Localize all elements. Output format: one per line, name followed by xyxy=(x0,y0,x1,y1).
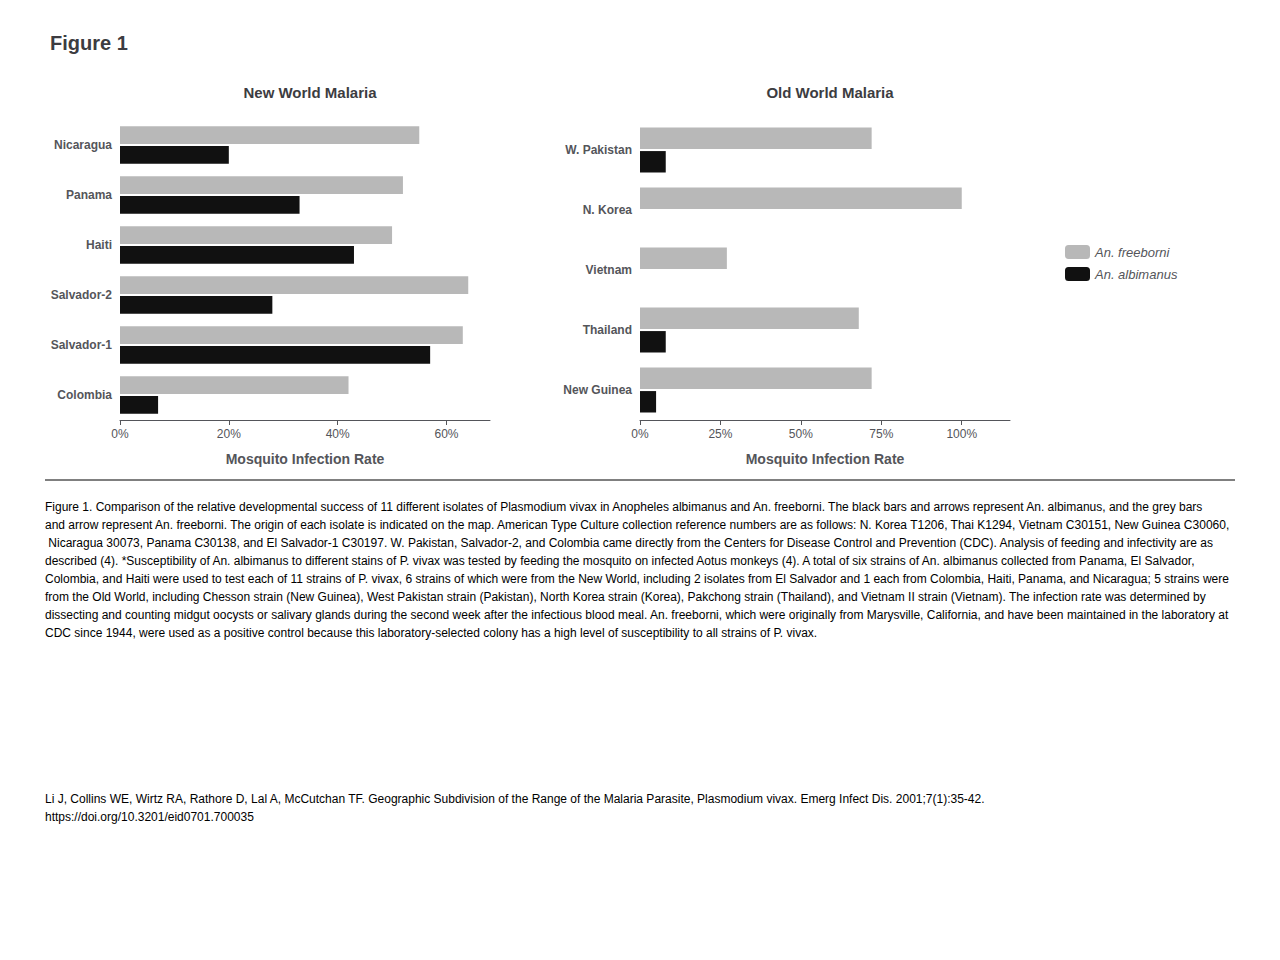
svg-text:https://doi.org/10.3201/eid070: https://doi.org/10.3201/eid0701.700035 xyxy=(45,810,254,824)
svg-text:Thailand: Thailand xyxy=(583,323,632,337)
svg-text:100%: 100% xyxy=(946,427,977,441)
svg-text:Salvador-2: Salvador-2 xyxy=(51,288,113,302)
svg-text:20%: 20% xyxy=(217,427,241,441)
svg-text:N. Korea: N. Korea xyxy=(583,203,633,217)
svg-text:Colombia: Colombia xyxy=(57,388,112,402)
svg-text:An. freeborni: An. freeborni xyxy=(1094,245,1171,260)
svg-text:0%: 0% xyxy=(111,427,129,441)
svg-text:and arrow represent An. freebo: and arrow represent An. freeborni. The o… xyxy=(45,518,1229,532)
svg-text:Panama: Panama xyxy=(66,188,112,202)
svg-text:New World Malaria: New World Malaria xyxy=(243,84,377,101)
svg-text:0%: 0% xyxy=(631,427,649,441)
svg-text:Figure 1. Comparison of the re: Figure 1. Comparison of the relative dev… xyxy=(45,500,1206,514)
svg-text:60%: 60% xyxy=(434,427,458,441)
svg-text:CDC since 1944, were used as a: CDC since 1944, were used as a positive … xyxy=(45,626,817,640)
svg-text:25%: 25% xyxy=(708,427,732,441)
svg-text:Mosquito Infection Rate: Mosquito Infection Rate xyxy=(746,451,905,467)
svg-text:Figure 1: Figure 1 xyxy=(50,32,128,54)
svg-text:Old World Malaria: Old World Malaria xyxy=(766,84,894,101)
svg-text:Nicaragua: Nicaragua xyxy=(54,138,112,152)
svg-text:Vietnam: Vietnam xyxy=(586,263,632,277)
svg-text:Salvador-1: Salvador-1 xyxy=(51,338,113,352)
svg-text:Haiti: Haiti xyxy=(86,238,112,252)
svg-text:New Guinea: New Guinea xyxy=(563,383,632,397)
svg-text:Mosquito Infection Rate: Mosquito Infection Rate xyxy=(226,451,385,467)
svg-text:W. Pakistan: W. Pakistan xyxy=(565,143,632,157)
svg-text:50%: 50% xyxy=(789,427,813,441)
svg-text:from the Old World, including: from the Old World, including Chesson st… xyxy=(45,590,1209,604)
svg-text:Colombia, and Haiti were used: Colombia, and Haiti were used to test ea… xyxy=(45,572,1232,586)
svg-text:An. albimanus: An. albimanus xyxy=(1094,267,1178,282)
svg-text:Nicaragua 30073, Panama C30138: Nicaragua 30073, Panama C30138, and El S… xyxy=(45,536,1216,550)
svg-text:described (4). *Susceptibility: described (4). *Susceptibility of An. al… xyxy=(45,554,1198,568)
svg-text:dissecting and counting midgut: dissecting and counting midgut oocysts o… xyxy=(45,608,1232,622)
svg-text:75%: 75% xyxy=(869,427,893,441)
svg-text:40%: 40% xyxy=(326,427,350,441)
svg-text:Li J, Collins WE, Wirtz RA, Ra: Li J, Collins WE, Wirtz RA, Rathore D, L… xyxy=(45,792,985,806)
